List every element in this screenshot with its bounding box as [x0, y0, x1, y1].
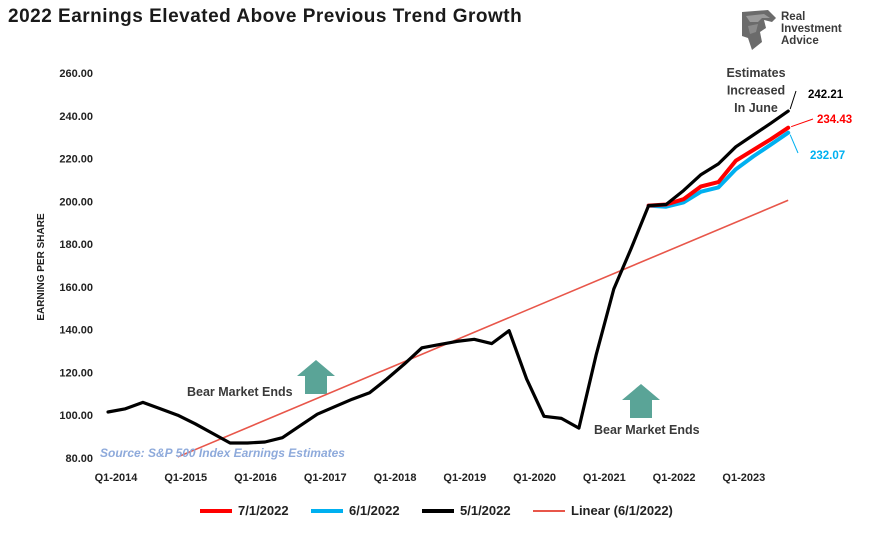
legend-label: Linear (6/1/2022) — [571, 503, 673, 518]
legend-swatch — [311, 508, 343, 513]
y-tick-label: 100.00 — [59, 410, 93, 422]
y-tick-label: 160.00 — [59, 282, 93, 294]
leader-line — [790, 118, 814, 128]
x-tick-label: Q1-2023 — [722, 472, 765, 484]
legend-item-linear: Linear (6/1/2022) — [533, 503, 673, 518]
y-tick-label: 80.00 — [65, 453, 93, 465]
legend-item-5-1-2022: 5/1/2022 — [422, 503, 511, 518]
series-line-7-1-2022 — [646, 125, 791, 208]
trend-line — [177, 199, 789, 458]
logo-line-2: Investment — [781, 23, 842, 35]
end-value-label: 234.43 — [817, 114, 852, 126]
bear-market-annotation: Bear Market Ends — [187, 385, 293, 399]
y-tick-label: 120.00 — [59, 367, 93, 379]
y-tick-label: 240.00 — [59, 111, 93, 123]
x-axis: Q1-2014 Q1-2015 Q1-2016 Q1-2017 Q1-2018 Q1-20… — [95, 472, 766, 484]
y-tick-label: 220.00 — [59, 154, 93, 166]
y-tick-label: 260.00 — [59, 68, 93, 80]
y-axis: 80.00 100.00 120.00 140.00 160.00 180.00 200.0… — [36, 68, 93, 465]
logo-text: Real Investment Advice — [781, 11, 842, 47]
trend-line-group — [177, 199, 789, 458]
y-tick-label: 180.00 — [59, 239, 93, 251]
x-tick-label: Q1-2022 — [653, 472, 696, 484]
x-tick-label: Q1-2015 — [164, 472, 207, 484]
legend-swatch — [422, 508, 454, 513]
end-value-label: 242.21 — [808, 89, 844, 101]
chart-title: 2022 Earnings Elevated Above Previous Tr… — [8, 6, 523, 27]
legend-item-7-1-2022: 7/1/2022 — [200, 503, 289, 518]
legend-label: 7/1/2022 — [238, 503, 289, 518]
estimates-annotation: Increased — [727, 84, 785, 98]
estimates-annotation: In June — [734, 101, 778, 115]
x-tick-label: Q1-2017 — [304, 472, 347, 484]
chart-legend: 7/1/2022 6/1/2022 5/1/2022 Linear (6/1/2… — [0, 503, 879, 523]
leader-line — [789, 134, 799, 154]
x-tick-label: Q1-2014 — [95, 472, 139, 484]
x-tick-label: Q1-2021 — [583, 472, 626, 484]
logo-line-3: Advice — [781, 35, 819, 47]
y-tick-label: 140.00 — [59, 325, 93, 337]
up-arrow-icon — [297, 360, 335, 394]
logo-line-1: Real — [781, 11, 806, 23]
legend-label: 5/1/2022 — [460, 503, 511, 518]
annotation-labels: 242.21 234.43 232.07 Estimates Increased In J… — [100, 66, 852, 460]
x-tick-label: Q1-2018 — [374, 472, 417, 484]
y-tick-label: 200.00 — [59, 196, 93, 208]
annotation-arrows — [297, 360, 660, 418]
x-tick-label: Q1-2016 — [234, 472, 277, 484]
brand-logo: Real Investment Advice — [738, 8, 858, 54]
legend-swatch — [533, 509, 565, 512]
end-value-label: 232.07 — [810, 150, 845, 162]
source-note: Source: S&P 500 Index Earnings Estimates — [100, 446, 345, 460]
up-arrow-icon — [622, 384, 660, 418]
eagle-head-icon — [742, 10, 776, 50]
y-axis-label: EARNING PER SHARE — [36, 213, 47, 321]
legend-item-6-1-2022: 6/1/2022 — [311, 503, 400, 518]
legend-swatch — [200, 508, 232, 513]
series-line-5-1-2022 — [106, 109, 790, 445]
x-tick-label: Q1-2020 — [513, 472, 556, 484]
series-group — [106, 109, 791, 445]
x-tick-label: Q1-2019 — [443, 472, 486, 484]
series-line-6-1-2022 — [646, 130, 791, 209]
estimates-annotation: Estimates — [726, 66, 785, 80]
leader-line — [789, 90, 797, 110]
bear-market-annotation: Bear Market Ends — [594, 423, 700, 437]
legend-label: 6/1/2022 — [349, 503, 400, 518]
